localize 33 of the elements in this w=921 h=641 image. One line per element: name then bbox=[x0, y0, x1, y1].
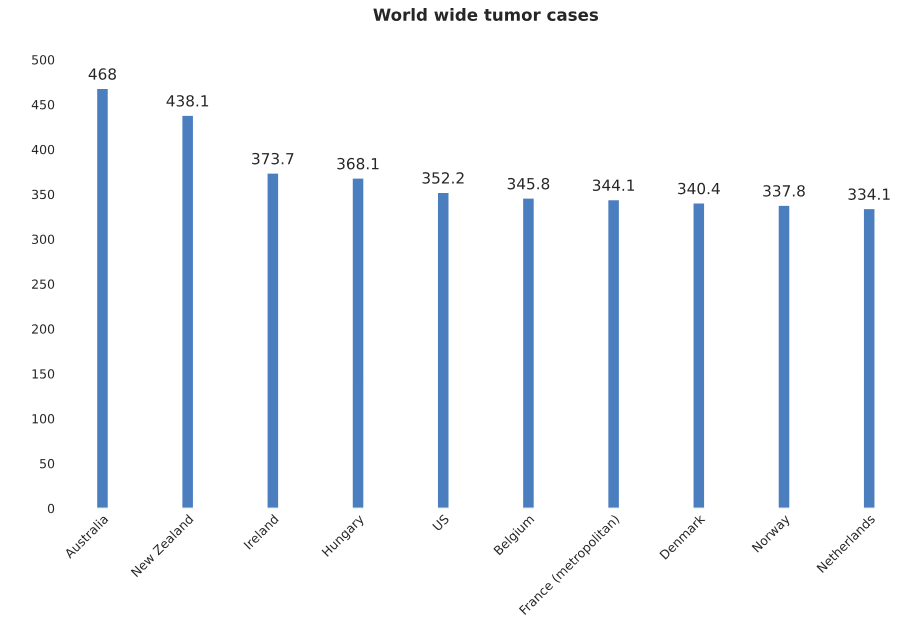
bar bbox=[96, 88, 110, 508]
data-label: 344.1 bbox=[592, 179, 634, 191]
data-label: 368.1 bbox=[337, 158, 378, 170]
y-tick-label: 50 bbox=[40, 458, 54, 468]
y-tick-label: 400 bbox=[32, 144, 54, 154]
y-tick-label: 250 bbox=[32, 279, 54, 289]
y-tick-label: 150 bbox=[32, 369, 54, 379]
y-tick-label: 100 bbox=[32, 414, 54, 424]
data-label: 337.8 bbox=[763, 185, 805, 197]
bar bbox=[351, 177, 365, 508]
bar bbox=[862, 208, 876, 508]
data-label: 334.1 bbox=[848, 188, 890, 200]
data-label: 468 bbox=[88, 68, 116, 80]
data-label: 345.8 bbox=[508, 178, 550, 190]
y-tick-label: 300 bbox=[32, 234, 54, 244]
bar bbox=[436, 192, 450, 508]
y-tick-label: 450 bbox=[32, 100, 54, 110]
bar bbox=[606, 198, 620, 508]
bar bbox=[777, 204, 791, 508]
y-tick-label: 0 bbox=[48, 504, 54, 514]
bar bbox=[266, 172, 280, 508]
x-tick-label: US bbox=[432, 514, 450, 532]
y-tick-label: 350 bbox=[32, 190, 54, 200]
bar bbox=[692, 202, 706, 508]
chart-title: World wide tumor cases bbox=[373, 8, 598, 21]
bar bbox=[522, 197, 536, 508]
data-label: 352.2 bbox=[422, 172, 464, 184]
data-label: 438.1 bbox=[166, 95, 208, 107]
bar bbox=[180, 114, 194, 508]
y-tick-label: 500 bbox=[32, 55, 54, 65]
data-label: 373.7 bbox=[252, 152, 294, 164]
y-tick-label: 200 bbox=[32, 324, 54, 334]
data-label: 340.4 bbox=[678, 182, 720, 194]
